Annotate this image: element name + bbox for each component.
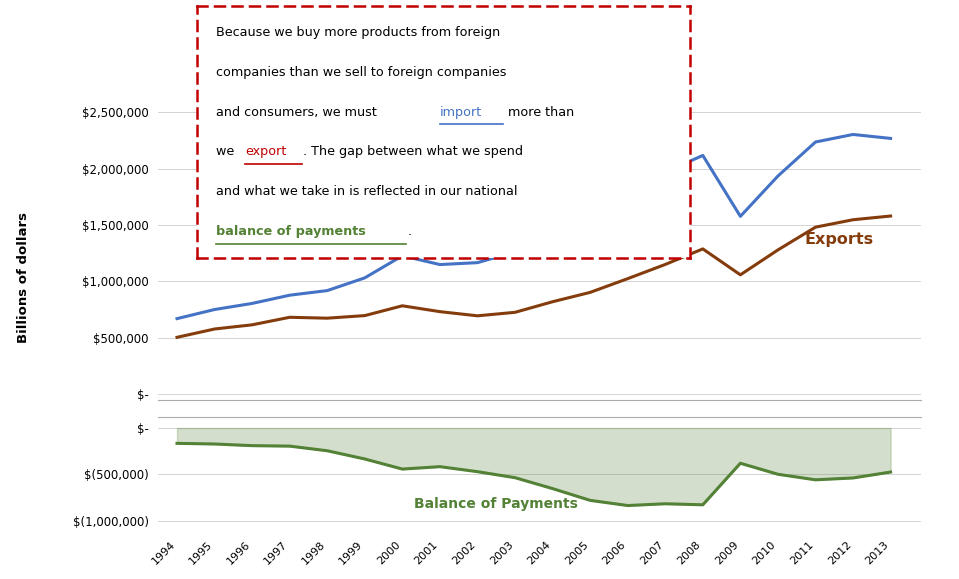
Text: Billions of dollars: Billions of dollars xyxy=(17,212,31,343)
Text: . The gap between what we spend: . The gap between what we spend xyxy=(303,145,524,158)
Text: companies than we sell to foreign companies: companies than we sell to foreign compan… xyxy=(217,66,507,79)
Text: export: export xyxy=(246,145,287,158)
Text: balance of payments: balance of payments xyxy=(217,225,366,238)
Text: import: import xyxy=(440,105,482,119)
Text: we: we xyxy=(217,145,239,158)
Text: Exports: Exports xyxy=(805,232,874,247)
Text: Balance of Payments: Balance of Payments xyxy=(414,497,578,511)
Text: Imports: Imports xyxy=(590,203,661,218)
Text: Because we buy more products from foreign: Because we buy more products from foreig… xyxy=(217,26,501,39)
Text: .: . xyxy=(408,225,412,238)
Text: more than: more than xyxy=(503,105,574,119)
Text: and what we take in is reflected in our national: and what we take in is reflected in our … xyxy=(217,185,518,198)
Text: and consumers, we must: and consumers, we must xyxy=(217,105,382,119)
